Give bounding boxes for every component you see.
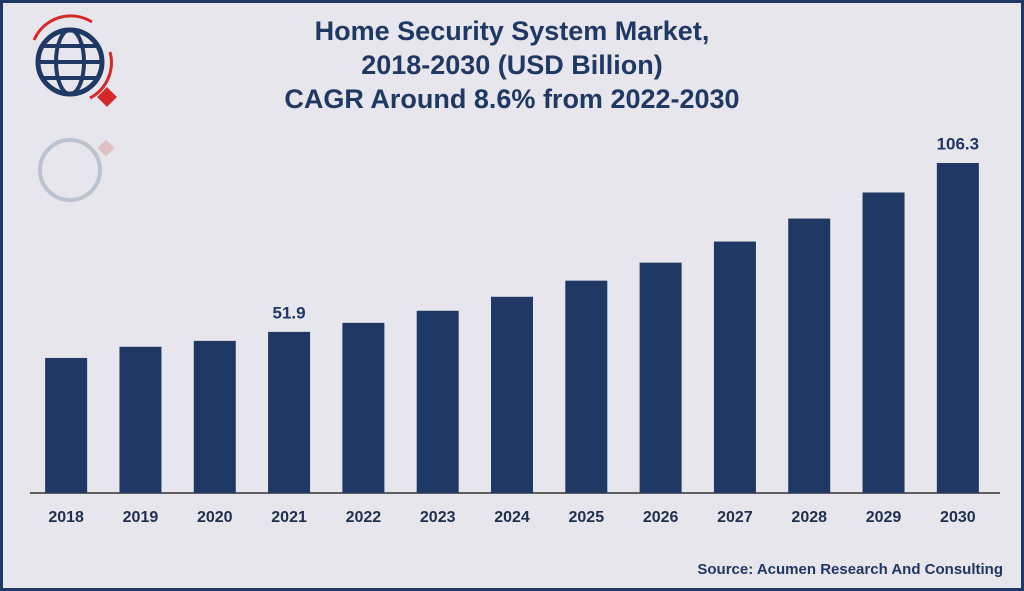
bar (565, 280, 608, 493)
chart-title: 2018-2030 (USD Billion) (361, 50, 663, 80)
bar (45, 357, 88, 493)
x-tick-label: 2018 (48, 509, 84, 526)
bar (862, 192, 905, 493)
x-tick-label: 2019 (123, 509, 159, 526)
bar (936, 163, 979, 493)
x-tick-label: 2024 (494, 509, 530, 526)
x-tick-label: 2021 (271, 509, 307, 526)
source: Source: Acumen Research And Consulting (697, 561, 1003, 578)
x-tick-label: 2023 (420, 509, 456, 526)
x-tick-label: 2028 (791, 509, 827, 526)
bar (193, 340, 236, 493)
chart-subtitle: CAGR Around 8.6% from 2022-2030 (284, 84, 739, 114)
bar (342, 322, 385, 493)
x-tick-label: 2027 (717, 509, 753, 526)
bar (491, 296, 533, 493)
x-tick-label: 2022 (346, 509, 382, 526)
bar (788, 218, 831, 493)
data-label: 106.3 (937, 134, 980, 153)
x-tick-label: 2025 (569, 509, 605, 526)
x-tick-label: 2029 (866, 509, 902, 526)
data-label: 51.9 (273, 303, 306, 322)
bar (713, 241, 756, 493)
x-tick-label: 2030 (940, 509, 976, 526)
chart-title: Home Security System Market, (315, 16, 710, 46)
bar (416, 310, 459, 493)
logo (32, 14, 117, 202)
bar (268, 331, 311, 493)
bar (119, 346, 162, 493)
x-tick-label: 2026 (643, 509, 679, 526)
bar (639, 262, 682, 493)
x-tick-label: 2020 (197, 509, 233, 526)
